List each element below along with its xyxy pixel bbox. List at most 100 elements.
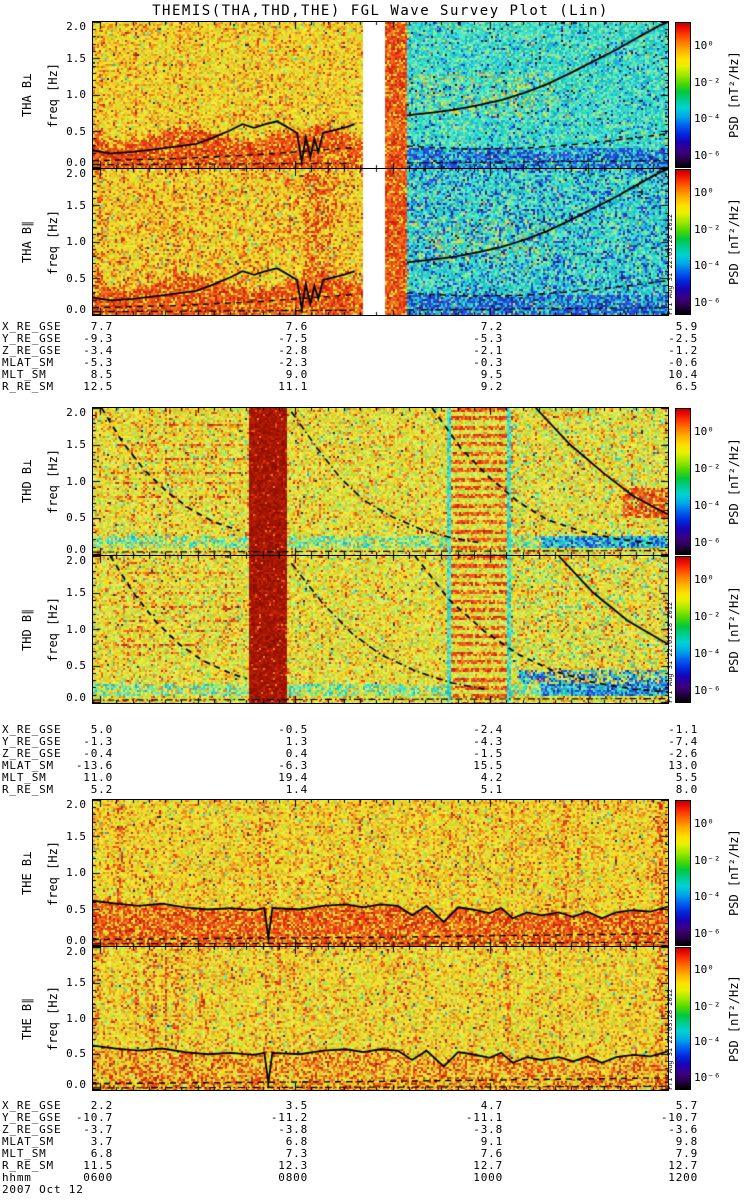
- colorbar-tick-label: 10⁰: [694, 424, 714, 438]
- eph-value: 7.6: [285, 320, 308, 333]
- freq-tick-label: 1.5: [66, 198, 86, 212]
- freq-tick-label: 2.0: [66, 406, 86, 419]
- freq-tick-label: 1.5: [66, 585, 86, 599]
- eph-row-label: Z_RE_GSE: [2, 344, 62, 357]
- eph-value: 2.2: [90, 1099, 113, 1112]
- colorbar-tick-label: 10⁰: [694, 185, 714, 199]
- freq-tick-label: 0.0: [66, 1078, 86, 1091]
- eph-value: -2.3: [278, 356, 308, 369]
- eph-value: -0.5: [278, 723, 308, 736]
- eph-value: -3.4: [83, 344, 113, 357]
- eph-row-label: Y_RE_GSE: [2, 735, 62, 748]
- eph-row-label: MLAT_SM: [2, 356, 54, 369]
- colorbar-thd-bpar: [675, 556, 691, 703]
- eph-row-label: R_RE_SM: [2, 380, 54, 393]
- eph-value: 1.4: [285, 783, 308, 796]
- eph-value: 6.8: [90, 1147, 113, 1160]
- eph-value: -3.8: [278, 1123, 308, 1136]
- eph-value: -3.8: [473, 1123, 503, 1136]
- eph-row-label: R_RE_SM: [2, 1159, 54, 1172]
- colorbar-tick-label: 10⁻²: [694, 999, 721, 1013]
- colorbar-tick-label: 10⁻⁶: [694, 683, 721, 697]
- colorbar-tick-label: 10⁻²: [694, 222, 721, 236]
- eph-row-label: Y_RE_GSE: [2, 332, 62, 345]
- eph-value: -2.8: [278, 344, 308, 357]
- eph-row-label: MLAT_SM: [2, 759, 54, 772]
- eph-value: 7.6: [480, 1147, 503, 1160]
- panel-label-thd-bpar: THD B∥: [20, 608, 34, 651]
- eph-row-label: X_RE_GSE: [2, 723, 62, 736]
- eph-row-label: Z_RE_GSE: [2, 1123, 62, 1136]
- psd-axis-label: PSD [nT²/Hz]: [727, 51, 741, 139]
- eph-value: -10.7: [660, 1111, 698, 1124]
- eph-value: -5.3: [83, 356, 113, 369]
- freq-tick-label: 1.0: [66, 88, 86, 101]
- eph-row-label: X_RE_GSE: [2, 1099, 62, 1112]
- freq-tick-label: 0.0: [66, 156, 86, 169]
- colorbar-tick-label: 10⁻⁶: [694, 295, 721, 309]
- eph-value: 9.8: [675, 1135, 698, 1148]
- eph-value: 12.5: [83, 380, 113, 393]
- eph-value: 6.8: [285, 1135, 308, 1148]
- eph-value: -1.3: [83, 735, 113, 748]
- eph-row-label: MLT_SM: [2, 771, 47, 784]
- eph-value: 11.1: [278, 380, 308, 393]
- eph-value: -4.3: [473, 735, 503, 748]
- colorbar-tick-label: 10⁻⁶: [694, 1071, 721, 1085]
- eph-value: -10.7: [75, 1111, 113, 1124]
- colorbar-tick-label: 10⁻⁴: [694, 647, 721, 661]
- spectrogram-tha-bperp: [92, 21, 669, 169]
- eph-value: 5.0: [90, 723, 113, 736]
- colorbar-tick-label: 10⁻⁶: [694, 535, 721, 549]
- eph-value: 5.2: [90, 783, 113, 796]
- eph-value: -9.3: [83, 332, 113, 345]
- eph-value: 4.2: [480, 771, 503, 784]
- colorbar-tick-label: 10⁻²: [694, 462, 721, 476]
- freq-tick-label: 1.0: [66, 866, 86, 879]
- colorbar-tick-label: 10⁻⁴: [694, 499, 721, 513]
- eph-value: 12.3: [278, 1159, 308, 1172]
- panel-label-tha-bpar: THA B∥: [20, 220, 34, 264]
- eph-value: 19.4: [278, 771, 308, 784]
- panel-label-thd-bperp: THD B⊥: [20, 459, 34, 504]
- eph-value: -0.3: [473, 356, 503, 369]
- freq-tick-label: 1.0: [66, 474, 86, 488]
- freq-tick-label: 2.0: [66, 798, 86, 811]
- spectrogram-thd-bpar: [92, 555, 669, 704]
- render-timestamp: Fri Aug 31 22:03:28 2012: [666, 601, 674, 703]
- eph-row-label: Z_RE_GSE: [2, 747, 62, 760]
- colorbar-tick-label: 10⁻⁴: [694, 890, 721, 904]
- freq-tick-label: 0.5: [66, 124, 86, 138]
- eph-value: -7.5: [278, 332, 308, 345]
- freq-tick-label: 0.5: [66, 659, 86, 673]
- eph-value: -1.5: [473, 747, 503, 760]
- eph-row-label: R_RE_SM: [2, 783, 54, 796]
- eph-value: 7.7: [90, 320, 113, 333]
- freq-tick-label: 2.0: [66, 167, 86, 180]
- render-timestamp: Fri Aug 31 22:03:28 2012: [666, 213, 674, 315]
- colorbar-tick-label: 10⁻⁴: [694, 1035, 721, 1049]
- freq-tick-label: 0.5: [66, 902, 86, 916]
- freq-tick-label: 1.5: [66, 51, 86, 65]
- eph-value: 5.5: [675, 771, 698, 784]
- eph-value: 3.5: [285, 1099, 308, 1112]
- eph-value: -0.6: [668, 356, 698, 369]
- freq-tick-label: 0.5: [66, 271, 86, 285]
- time-tick-label: 0800: [278, 1171, 308, 1184]
- render-timestamp: Fri Aug 31 22:03:28 2012: [666, 988, 674, 1090]
- freq-tick-label: 1.5: [66, 975, 86, 989]
- colorbar-tha-bpar: [675, 169, 691, 315]
- freq-tick-label: 0.0: [66, 934, 86, 947]
- colorbar-tick-label: 10⁻²: [694, 75, 721, 89]
- date-label: 2007 Oct 12: [2, 1183, 84, 1196]
- freq-tick-label: 0.0: [66, 303, 86, 316]
- eph-value: -11.2: [270, 1111, 308, 1124]
- psd-axis-label: PSD [nT²/Hz]: [727, 586, 741, 673]
- eph-row-label: X_RE_GSE: [2, 320, 62, 333]
- eph-value: 13.0: [668, 759, 698, 772]
- eph-value: 5.9: [675, 320, 698, 333]
- eph-value: -2.4: [473, 723, 503, 736]
- eph-row-label: MLT_SM: [2, 1147, 47, 1160]
- panel-label-tha-bperp: THA B⊥: [20, 73, 34, 117]
